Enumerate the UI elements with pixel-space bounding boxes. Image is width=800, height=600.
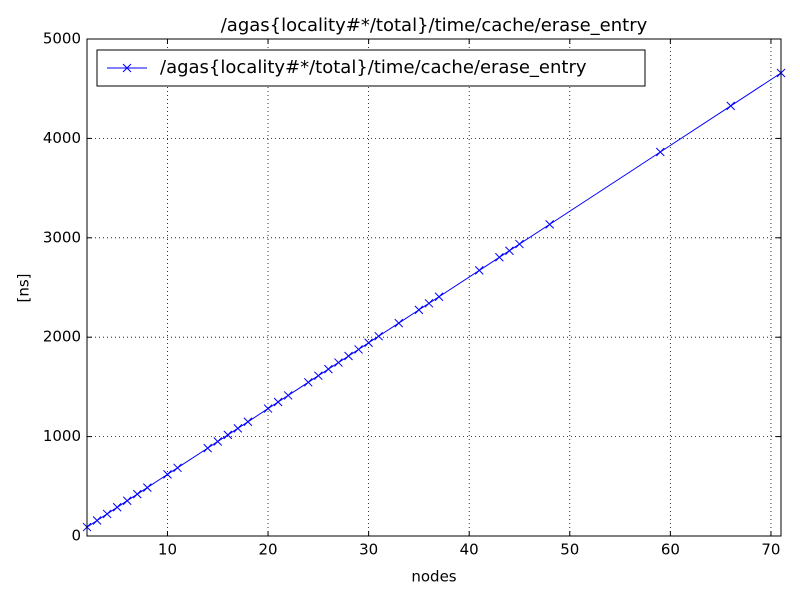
- point-marker: [474, 266, 484, 275]
- y-axis-label: [ns]: [15, 273, 33, 302]
- point-marker: [495, 252, 504, 262]
- x-tick-label: 10: [158, 541, 177, 559]
- point-marker: [334, 358, 343, 367]
- y-tick-label: 5000: [43, 30, 81, 48]
- legend-marker: [122, 63, 132, 73]
- point-marker: [142, 483, 152, 492]
- point-marker: [273, 397, 283, 407]
- point-marker: [163, 470, 172, 479]
- point-marker: [515, 239, 524, 249]
- point-marker: [414, 305, 424, 315]
- point-marker: [394, 318, 404, 328]
- point-marker: [243, 417, 253, 427]
- x-axis-label: nodes: [411, 568, 456, 586]
- point-marker: [92, 516, 102, 525]
- x-tick-label: 60: [661, 541, 680, 559]
- x-tick-label: 70: [761, 541, 780, 559]
- point-marker: [655, 147, 665, 157]
- point-marker: [313, 371, 323, 381]
- point-marker: [203, 443, 213, 453]
- point-marker: [545, 220, 555, 229]
- point-marker: [132, 489, 142, 499]
- x-tick-label: 40: [460, 541, 479, 559]
- point-marker: [112, 502, 122, 512]
- point-marker: [173, 463, 182, 473]
- point-marker: [344, 351, 353, 361]
- point-marker: [223, 430, 233, 440]
- x-tick-label: 30: [359, 541, 378, 559]
- legend-box: [96, 49, 646, 87]
- point-marker: [233, 423, 243, 433]
- point-marker: [324, 364, 333, 374]
- y-tick-label: 1000: [43, 427, 81, 445]
- point-marker: [283, 391, 293, 400]
- y-tick-label: 3000: [43, 228, 81, 246]
- plot-frame: [86, 38, 782, 537]
- point-marker: [354, 345, 363, 354]
- point-marker: [263, 404, 273, 413]
- y-tick-label: 0: [71, 527, 81, 545]
- point-marker: [434, 292, 444, 302]
- x-tick-label: 20: [258, 541, 277, 559]
- point-marker: [102, 509, 112, 519]
- point-marker: [374, 331, 384, 341]
- point-marker: [505, 246, 514, 256]
- point-marker: [726, 101, 736, 111]
- point-marker: [122, 496, 132, 506]
- point-marker: [364, 338, 373, 348]
- point-marker: [424, 298, 434, 308]
- legend-label: /agas{locality#*/total}/time/cache/erase…: [160, 57, 587, 78]
- y-tick-label: 2000: [43, 328, 81, 346]
- y-tick-label: 4000: [43, 129, 81, 147]
- point-marker: [213, 437, 223, 446]
- point-marker: [303, 377, 313, 387]
- chart-title: /agas{locality#*/total}/time/cache/erase…: [221, 15, 648, 36]
- x-tick-label: 50: [560, 541, 579, 559]
